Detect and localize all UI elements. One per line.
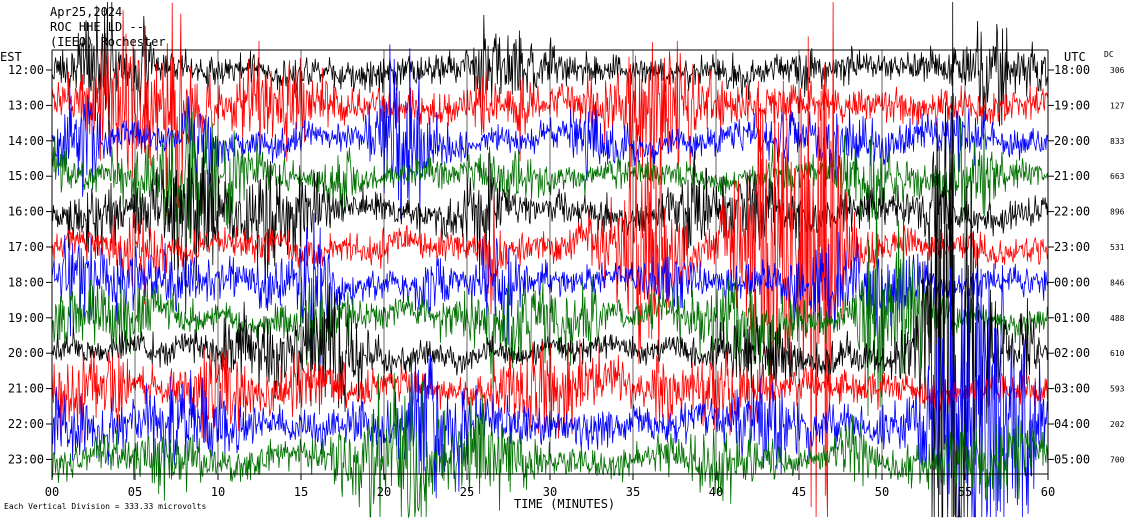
dc-value: 833 xyxy=(1110,137,1125,146)
est-tick-label: 14:00 xyxy=(8,134,44,148)
dc-value: 593 xyxy=(1110,385,1125,394)
header-station: ROC HHE LD -- xyxy=(50,20,144,34)
dc-axis-title: DC xyxy=(1104,50,1114,59)
scale-footnote: Each Vertical Division = 333.33 microvol… xyxy=(4,502,206,511)
est-tick-label: 20:00 xyxy=(8,346,44,360)
minute-tick-label: 40 xyxy=(709,485,723,499)
dc-value: 663 xyxy=(1110,172,1125,181)
est-tick-label: 13:00 xyxy=(8,98,44,112)
est-tick-labels: 12:00 13:00 14:00 15:00 16:00 17:00 18:00 19:00… xyxy=(8,63,44,466)
dc-value: 700 xyxy=(1110,455,1125,464)
utc-tick-label: 04:00 xyxy=(1054,417,1090,431)
dc-value: 488 xyxy=(1110,314,1125,323)
utc-tick-label: 23:00 xyxy=(1054,240,1090,254)
est-tick-label: 17:00 xyxy=(8,240,44,254)
right-axis-title: UTC xyxy=(1064,50,1086,64)
est-tick-label: 18:00 xyxy=(8,275,44,289)
minute-tick-label: 30 xyxy=(543,485,557,499)
left-axis-title: EST xyxy=(0,50,22,64)
dc-value: 306 xyxy=(1110,66,1125,75)
utc-tick-label: 19:00 xyxy=(1054,98,1090,112)
header-date: Apr25,2024 xyxy=(50,5,122,19)
utc-tick-label: 18:00 xyxy=(1054,63,1090,77)
minute-tick-label: 55 xyxy=(958,485,972,499)
dc-value: 202 xyxy=(1110,420,1125,429)
dc-value: 531 xyxy=(1110,243,1125,252)
minute-tick-label: 50 xyxy=(875,485,889,499)
est-tick-label: 23:00 xyxy=(8,452,44,466)
dc-value: 127 xyxy=(1110,101,1125,110)
dc-value: 896 xyxy=(1110,208,1125,217)
minute-tick-labels: 00 05 10 15 20 25 30 35 40 45 50 55 60 xyxy=(45,485,1055,499)
est-tick-label: 12:00 xyxy=(8,63,44,77)
est-tick-label: 15:00 xyxy=(8,169,44,183)
minute-tick-label: 10 xyxy=(211,485,225,499)
dc-values: 306 127 833 663 896 531 846 488 610 593 202 700 xyxy=(1110,66,1125,464)
minute-tick-label: 45 xyxy=(792,485,806,499)
utc-tick-label: 21:00 xyxy=(1054,169,1090,183)
minute-tick-label: 15 xyxy=(294,485,308,499)
utc-tick-label: 20:00 xyxy=(1054,134,1090,148)
minute-tick-label: 20 xyxy=(377,485,391,499)
minute-tick-label: 00 xyxy=(45,485,59,499)
grid-layer xyxy=(46,49,1054,480)
dc-value: 610 xyxy=(1110,349,1125,358)
minute-tick-label: 60 xyxy=(1041,485,1055,499)
minute-tick-label: 25 xyxy=(460,485,474,499)
utc-tick-label: 00:00 xyxy=(1054,275,1090,289)
est-tick-label: 22:00 xyxy=(8,417,44,431)
minute-tick-label: 05 xyxy=(128,485,142,499)
x-axis-title: TIME (MINUTES) xyxy=(514,497,615,511)
est-tick-label: 16:00 xyxy=(8,205,44,219)
utc-tick-label: 22:00 xyxy=(1054,205,1090,219)
est-tick-label: 19:00 xyxy=(8,311,44,325)
utc-tick-label: 02:00 xyxy=(1054,346,1090,360)
utc-tick-label: 01:00 xyxy=(1054,311,1090,325)
est-tick-label: 21:00 xyxy=(8,382,44,396)
dc-value: 846 xyxy=(1110,278,1125,287)
minute-tick-label: 35 xyxy=(626,485,640,499)
utc-tick-label: 03:00 xyxy=(1054,382,1090,396)
utc-tick-labels: 18:00 19:00 20:00 21:00 22:00 23:00 00:00 01:00… xyxy=(1054,63,1090,466)
utc-tick-label: 05:00 xyxy=(1054,452,1090,466)
header-location: (IEEO) Rochester xyxy=(50,35,166,49)
